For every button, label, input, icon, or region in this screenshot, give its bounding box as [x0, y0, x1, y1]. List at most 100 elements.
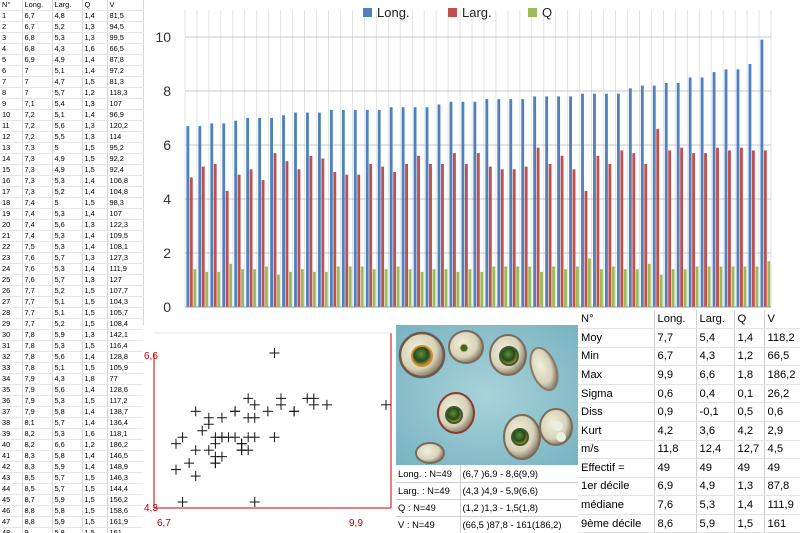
bar-q-47	[743, 266, 747, 307]
scatter-point	[216, 451, 227, 462]
spore-data-cell: 8,2	[22, 439, 53, 452]
bar-q-45	[719, 266, 723, 307]
bar-larg-41	[668, 150, 672, 307]
spore-data-cell: 30	[0, 329, 23, 342]
spore-micrograph	[396, 325, 578, 465]
range-value: (6,7 )6,9 - 8,6(9,9)	[459, 465, 578, 483]
spore-data-cell: 3	[0, 32, 23, 45]
bar-q-25	[480, 271, 484, 307]
stat-cell: 1,2	[734, 347, 765, 367]
bar-larg-4	[225, 190, 229, 307]
spore-data-row: 37 7,9 5,8 1,4 138,7	[0, 406, 144, 419]
spore-data-cell: 38	[0, 417, 23, 430]
spore-data-cell: 146,3	[107, 472, 144, 485]
spore-data-cell: 1	[0, 10, 23, 23]
spore-data-cell: 7,1	[22, 98, 53, 111]
scatter-point	[249, 412, 260, 423]
bar-q-27	[504, 266, 508, 307]
spore-data-cell: 77	[107, 373, 144, 386]
spore-data-cell: 1,5	[82, 516, 108, 529]
bar-q-29	[528, 266, 532, 307]
bar-larg-13	[333, 172, 337, 307]
spore-data-cell: 32	[0, 351, 23, 364]
spore-data-cell: 5,9	[52, 461, 83, 474]
spore-data-cell: 1,4	[82, 175, 108, 188]
spore-data-cell: 1,3	[82, 219, 108, 232]
bar-long-21	[425, 107, 429, 307]
spore-data-cell: 8,3	[22, 461, 53, 474]
spore-data-cell: 7,2	[22, 131, 53, 144]
bar-long-1	[186, 126, 190, 307]
stat-cell: -0,1	[696, 402, 735, 422]
spore-data-header: N° Long. Larg. Q V	[0, 0, 144, 12]
bar-long-10	[294, 112, 297, 307]
bar-long-41	[664, 82, 668, 308]
stat-cell: 7,7	[654, 328, 697, 348]
spore-data-cell: 43	[0, 472, 23, 485]
spore-data-cell: 8,5	[22, 483, 53, 496]
spore-data-cell: 4,9	[52, 164, 83, 177]
spore-data-row: 19 7,4 5,3 1,4 107	[0, 208, 144, 221]
spore-data-cell: 8,3	[22, 450, 53, 463]
bar-long-36	[605, 93, 608, 307]
spore-data-cell: 161	[107, 527, 144, 533]
spore-data-cell: 1,5	[82, 483, 108, 496]
spore-data-cell: 5,6	[52, 219, 83, 232]
bar-q-5	[241, 269, 245, 307]
spore-data-cell: 1,5	[82, 164, 108, 177]
spore-data-cell: 148,9	[107, 461, 144, 474]
bar-long-16	[365, 109, 369, 308]
spore-data-cell: 108,4	[107, 318, 144, 331]
spore-data-cell: 7,3	[22, 164, 53, 177]
bar-larg-28	[512, 169, 516, 307]
spore-data-cell: 1,4	[82, 241, 108, 254]
spore-data-cell: 4	[0, 43, 23, 56]
stat-cell: 3,6	[696, 421, 735, 441]
bar-larg-22	[441, 163, 444, 307]
stat-row: Moy 7,7 5,4 1,4 118,2	[578, 328, 800, 348]
spore-data-cell: 92,2	[107, 153, 144, 166]
bar-q-43	[695, 266, 699, 307]
spore-data-row: 6 7 5,1 1,4 97,2	[0, 65, 144, 78]
stat-cell: 186,2	[764, 365, 800, 385]
spore-data-cell: 5,7	[52, 483, 83, 496]
bar-larg-38	[632, 153, 636, 307]
stat-cell: Moy	[578, 328, 655, 348]
spore-data-cell: 95,2	[107, 142, 144, 155]
bar-q-31	[552, 266, 555, 307]
spore-data-cell: 1,2	[82, 439, 108, 452]
stat-cell: 9ème décile	[578, 514, 655, 533]
spore-data-cell: 105,7	[107, 307, 144, 320]
spore-data-cell: 1,4	[82, 109, 108, 122]
bar-q-12	[324, 271, 328, 307]
spore-data-cell: 7,7	[22, 296, 53, 309]
range-label: Q : N=49	[396, 499, 460, 517]
scatter-point	[243, 393, 254, 404]
spore-data-cell: 5,3	[52, 428, 83, 441]
spore-data-cell: 7,3	[22, 186, 53, 199]
stat-cell: 4,9	[696, 477, 735, 497]
bar-long-26	[485, 99, 489, 307]
bar-q-13	[336, 266, 340, 307]
stat-cell: 1,3	[734, 477, 765, 497]
bar-larg-15	[357, 174, 361, 307]
scatter-point	[210, 438, 221, 449]
stat-cell: 4,2	[654, 421, 697, 441]
spore-data-cell: 118,3	[107, 87, 144, 100]
range-row: V : N=49 (66,5 )87,8 - 161(186,2)	[396, 516, 578, 533]
stat-cell: 9,9	[654, 365, 697, 385]
spore-data-cell: 8,5	[22, 472, 53, 485]
bar-long-20	[413, 107, 417, 307]
scatter-point	[276, 393, 286, 404]
spore-data-cell: 34	[0, 373, 23, 386]
scatter-point	[177, 497, 188, 507]
spore-data-row: 38 8,1 5,7 1,4 136,4	[0, 417, 144, 430]
spore-data-cell: 5	[0, 54, 23, 67]
spore-data-cell: 40	[0, 439, 23, 452]
bar-long-37	[616, 93, 620, 307]
bar-long-38	[628, 88, 632, 307]
bar-larg-37	[620, 150, 624, 307]
spore-data-cell: 7,8	[22, 340, 53, 353]
range-row: Long. : N=49 (6,7 )6,9 - 8,6(9,9)	[396, 465, 578, 483]
spore-data-cell: 127,3	[107, 252, 144, 265]
